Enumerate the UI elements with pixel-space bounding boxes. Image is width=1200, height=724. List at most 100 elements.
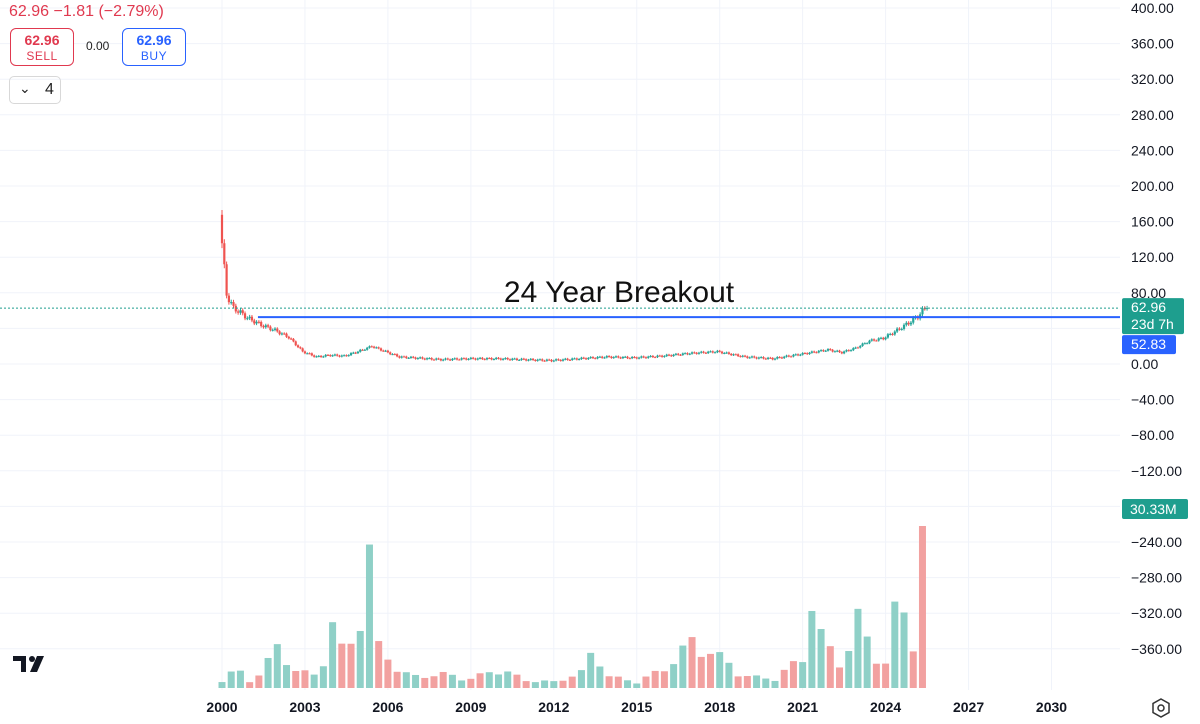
- candle-body: [315, 356, 318, 358]
- candle-body: [633, 356, 636, 358]
- candle-body: [790, 356, 793, 358]
- candle-body: [243, 313, 247, 319]
- candle-body: [716, 350, 719, 353]
- candle-body: [292, 338, 295, 342]
- volume-bar: [743, 676, 751, 688]
- candle-body: [299, 347, 302, 349]
- candle-body: [637, 357, 641, 359]
- candle-body: [354, 352, 357, 354]
- volume-bar: [725, 662, 733, 688]
- candle-body: [614, 356, 618, 358]
- volume-bar: [319, 666, 327, 688]
- candle-body: [831, 349, 834, 352]
- candle-body: [474, 358, 477, 360]
- volume-bar: [780, 669, 788, 688]
- volume-bar: [531, 682, 539, 688]
- candle-body: [610, 356, 613, 358]
- candle-body: [882, 337, 885, 340]
- price-axis-label: 360.00: [1131, 36, 1174, 52]
- chart-annotation-title: 24 Year Breakout: [504, 276, 735, 309]
- candle-body: [271, 329, 274, 331]
- price-axis-label: −240.00: [1131, 534, 1182, 550]
- candle-body: [223, 243, 226, 265]
- volume-bar: [697, 656, 705, 688]
- tradingview-logo-icon[interactable]: [13, 654, 49, 679]
- candle-body: [269, 326, 272, 331]
- candle-body: [527, 359, 530, 361]
- candle-body: [522, 358, 525, 360]
- volume-bar: [439, 671, 447, 688]
- sell-button[interactable]: 62.96 SELL: [10, 28, 74, 66]
- candle-body: [515, 358, 519, 360]
- price-axis-label: −320.00: [1131, 605, 1182, 621]
- candle-body: [813, 351, 816, 353]
- candle-body: [684, 353, 687, 355]
- volume-bar: [854, 608, 862, 688]
- candle-body: [833, 351, 837, 353]
- candle-body: [421, 357, 424, 359]
- candle-body: [596, 356, 599, 359]
- volume-bar: [384, 659, 392, 688]
- candle-body: [257, 321, 260, 323]
- candle-body: [310, 353, 313, 356]
- candle-body: [608, 356, 611, 358]
- volume-bar: [448, 674, 456, 688]
- volume-bar: [375, 641, 383, 688]
- volume-bar: [467, 678, 475, 688]
- candle-body: [276, 328, 279, 332]
- current-price-label: 62.96: [1131, 299, 1166, 315]
- candle-body: [580, 357, 583, 360]
- candle-body: [495, 357, 498, 360]
- volume-bar: [817, 629, 825, 688]
- candle-body: [472, 357, 475, 359]
- candle-body: [290, 338, 293, 340]
- candle-body: [545, 359, 548, 361]
- candle-body: [559, 360, 562, 362]
- volume-bar: [716, 652, 724, 688]
- buy-button[interactable]: 62.96 BUY: [122, 28, 186, 66]
- candle-body: [469, 357, 472, 359]
- current-price-tag: [1122, 298, 1184, 335]
- candle-body: [836, 350, 839, 352]
- candle-body: [640, 356, 643, 358]
- candle-body: [693, 352, 696, 354]
- quantity-dropdown[interactable]: ⌄ 4: [9, 76, 61, 104]
- volume-bar: [826, 646, 834, 688]
- candle-body: [478, 357, 482, 359]
- time-axis-label: 2030: [1036, 699, 1067, 715]
- candle-body: [626, 356, 629, 359]
- candle-body: [453, 358, 456, 360]
- candle-body: [333, 354, 337, 356]
- candle-body: [513, 358, 516, 360]
- candle-body: [232, 302, 235, 306]
- candle-body: [810, 351, 813, 353]
- candle-body: [649, 355, 652, 357]
- candle-body: [700, 351, 703, 353]
- volume-bar: [485, 672, 493, 688]
- candle-body: [866, 343, 869, 345]
- candle-body: [635, 357, 638, 359]
- volume-bar: [504, 671, 512, 688]
- candle-body: [386, 350, 389, 353]
- candle-body: [859, 345, 862, 348]
- candle-body: [799, 354, 802, 356]
- candle-body: [819, 350, 823, 352]
- candle-body: [773, 358, 777, 360]
- candle-body: [538, 359, 542, 361]
- candle-body: [840, 352, 843, 354]
- candle-body: [870, 339, 873, 341]
- candle-body: [361, 349, 364, 351]
- candle-body: [681, 353, 684, 355]
- candle-body: [262, 326, 265, 328]
- settings-gear-icon[interactable]: [1150, 697, 1172, 724]
- candle-body: [845, 350, 848, 352]
- price-axis-label: 200.00: [1131, 178, 1174, 194]
- candle-body: [727, 352, 731, 354]
- volume-bar: [577, 670, 585, 688]
- candle-countdown-label: 23d 7h: [1131, 316, 1174, 332]
- time-axis-label: 2000: [206, 699, 237, 715]
- candle-body: [405, 356, 408, 359]
- price-axis-label: 240.00: [1131, 142, 1174, 158]
- candle-body: [511, 358, 514, 360]
